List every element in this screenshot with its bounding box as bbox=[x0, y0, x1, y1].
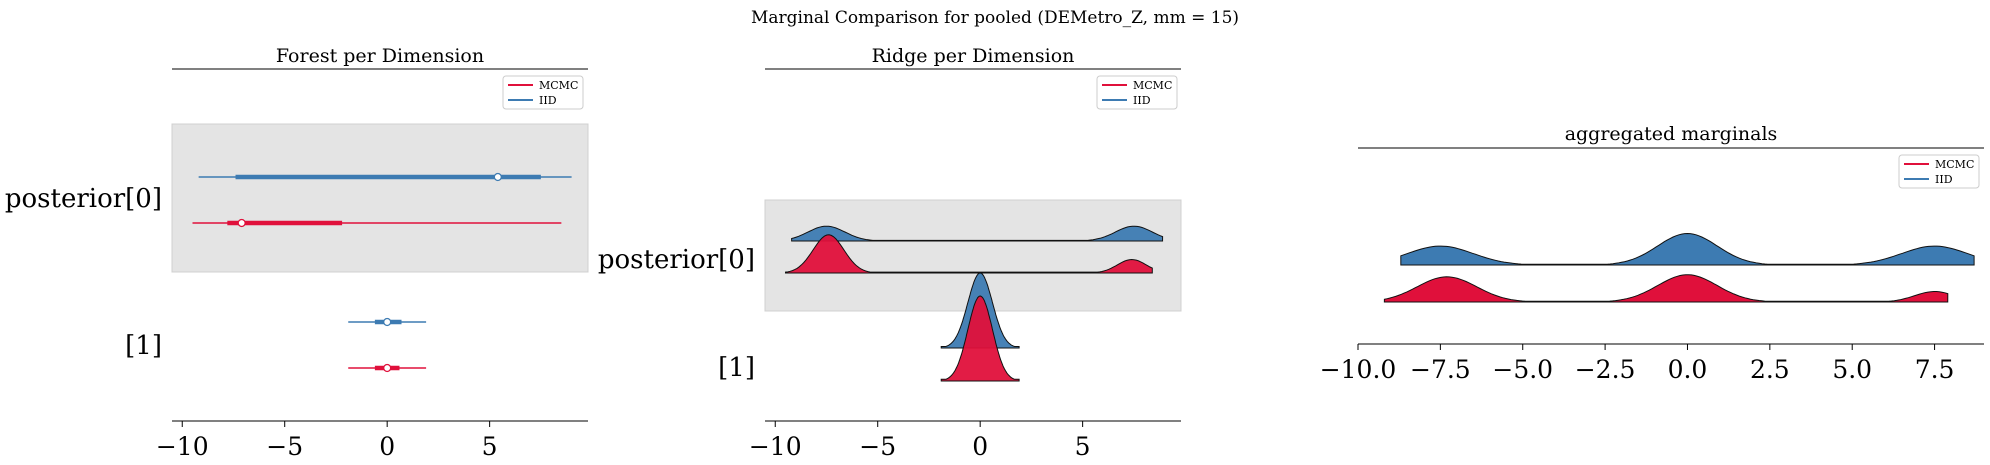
ridge-mcmc bbox=[784, 234, 1153, 274]
legend-label-mcmc: MCMC bbox=[539, 79, 578, 92]
forest-row bbox=[198, 172, 572, 182]
legend-label-iid: IID bbox=[1935, 173, 1953, 186]
point-estimate-mcmc bbox=[383, 363, 392, 373]
figure-suptitle: Marginal Comparison for pooled (DEMetro_… bbox=[751, 8, 1239, 28]
y-tick-label: posterior[0] bbox=[5, 184, 162, 214]
legend: MCMC IID bbox=[1898, 154, 1980, 189]
x-tick-label: −10 bbox=[749, 432, 802, 461]
legend-label-mcmc: MCMC bbox=[1133, 79, 1172, 92]
row-band bbox=[171, 123, 589, 273]
x-tick-label: −7.5 bbox=[1410, 355, 1471, 384]
legend-label-mcmc: MCMC bbox=[1935, 158, 1974, 171]
x-tick-label: 0 bbox=[379, 432, 395, 461]
panel-title: Ridge per Dimension bbox=[872, 45, 1075, 67]
panel-title: Forest per Dimension bbox=[276, 45, 484, 67]
point-estimate-mcmc bbox=[237, 218, 246, 228]
panel-title: aggregated marginals bbox=[1565, 123, 1778, 145]
density-mcmc bbox=[1383, 274, 1949, 303]
y-tick-label: [1] bbox=[718, 353, 755, 383]
y-tick-label: [1] bbox=[125, 331, 162, 361]
x-tick-label: 0 bbox=[972, 432, 988, 461]
point-estimate-iid bbox=[493, 172, 502, 182]
aggregated-panel: aggregated marginals −10.0 −7.5 −5.0 −2.5 0.0… bbox=[1320, 123, 1984, 384]
forest-panel: Forest per Dimension −10 −5 0 5 posterior[0] [… bbox=[5, 45, 589, 461]
forest-row bbox=[192, 218, 562, 228]
x-tick-label: −2.5 bbox=[1575, 355, 1636, 384]
x-tick-label: −5.0 bbox=[1492, 355, 1553, 384]
x-tick-label: −5 bbox=[859, 432, 896, 461]
legend: MCMC IID bbox=[502, 75, 584, 110]
x-tick-label: 5.0 bbox=[1832, 355, 1872, 384]
y-tick-label: posterior[0] bbox=[598, 245, 755, 275]
legend: MCMC IID bbox=[1096, 75, 1178, 110]
x-tick-label: 7.5 bbox=[1915, 355, 1955, 384]
point-estimate-iid bbox=[383, 317, 392, 327]
x-tick-label: 5 bbox=[1075, 432, 1091, 461]
x-tick-label: 2.5 bbox=[1750, 355, 1790, 384]
ridge-mcmc bbox=[940, 295, 1020, 382]
forest-row bbox=[348, 363, 427, 373]
x-tick-label: 0.0 bbox=[1668, 355, 1708, 384]
x-tick-label: −5 bbox=[266, 432, 303, 461]
x-tick-label: −10 bbox=[156, 432, 209, 461]
legend-label-iid: IID bbox=[1133, 94, 1151, 107]
x-tick-label: −10.0 bbox=[1320, 355, 1397, 384]
forest-row bbox=[348, 317, 427, 327]
density-iid bbox=[1400, 232, 1975, 266]
x-tick-label: 5 bbox=[482, 432, 498, 461]
legend-label-iid: IID bbox=[539, 94, 557, 107]
ridge-panel: Ridge per Dimension −10 −5 0 5 posterior[0] [1… bbox=[598, 45, 1182, 461]
